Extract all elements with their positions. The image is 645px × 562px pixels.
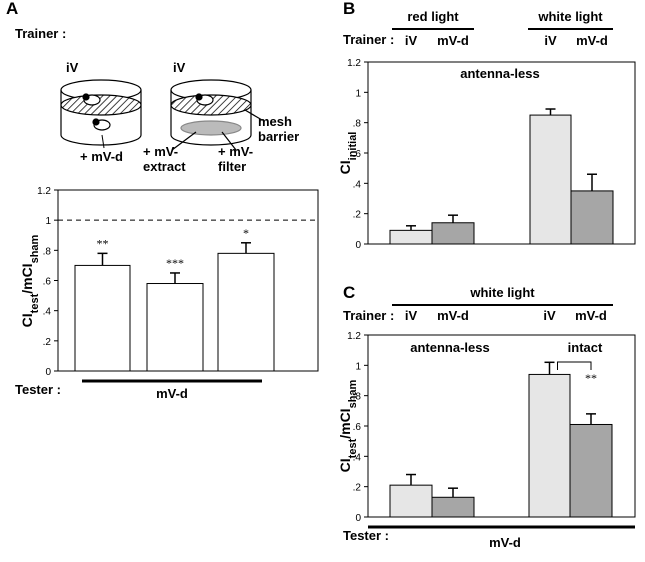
y-tick-label: .4: [43, 307, 52, 318]
condition-label: + mV-: [218, 144, 253, 159]
trainer-label: Trainer :: [343, 32, 394, 47]
y-tick-label: 0: [355, 240, 361, 251]
group-label: white light: [469, 285, 535, 300]
bar: [389, 484, 433, 518]
tester-label: Tester :: [343, 528, 389, 543]
trainer-label: Trainer :: [15, 26, 66, 41]
y-axis-label-part: sham: [29, 234, 41, 263]
trainer-chamber: [170, 79, 263, 151]
condition-label: + mV-: [143, 144, 178, 159]
trainer: iV: [173, 60, 186, 75]
y-tick-label: .2: [353, 210, 362, 221]
y-tick-label: .4: [353, 179, 362, 190]
y-tick-label: .4: [353, 452, 362, 463]
y-tick-label: .8: [43, 246, 52, 257]
group-label: white light: [537, 9, 603, 24]
y-tick-label: .8: [353, 119, 362, 130]
tester: mV-d: [489, 535, 521, 550]
pointer: [101, 134, 105, 149]
bar: [74, 264, 131, 372]
y-axis-label-part: /mCI: [19, 263, 35, 293]
bar: [217, 252, 275, 372]
y-axis-label: CIinitial: [337, 132, 359, 175]
significance: ***: [166, 256, 184, 270]
condition-label: + mV-d: [80, 149, 123, 164]
x-tick-label: mV-d: [437, 308, 469, 323]
y-tick-label: .8: [353, 392, 362, 403]
y-axis-label-part: CI: [337, 160, 353, 174]
y-tick-label: 1: [45, 216, 51, 227]
x-tick-label: iV: [405, 33, 418, 48]
y-axis-label: CItest/mCIsham: [337, 379, 359, 472]
y-tick-label: 0: [355, 513, 361, 524]
y-axis-label-part: CI: [19, 313, 35, 327]
y-tick-label: 1.2: [347, 331, 361, 342]
bar: [528, 373, 571, 518]
annotation: antenna-less: [460, 66, 539, 81]
bar: [431, 496, 475, 518]
y-axis-label-part: test: [29, 293, 41, 313]
bar: [146, 283, 204, 372]
bar: [569, 423, 613, 518]
condition-label: filter: [218, 159, 246, 174]
x-tick-label: mV-d: [437, 33, 469, 48]
condition-label: extract: [143, 159, 186, 174]
x-tick-label: iV: [543, 308, 556, 323]
y-axis-label-part: CI: [337, 458, 353, 472]
bar: [570, 190, 614, 245]
trainer-chamber: [60, 79, 142, 146]
annotation: intact: [568, 340, 603, 355]
panel-label: C: [343, 283, 355, 302]
y-axis-label-part: initial: [347, 132, 359, 161]
x-tick-label: iV: [405, 308, 418, 323]
y-tick-label: .2: [353, 483, 362, 494]
y-axis-label-part: sham: [347, 379, 359, 408]
x-tick-label: iV: [544, 33, 557, 48]
significance: **: [97, 236, 109, 250]
y-tick-label: .6: [353, 422, 362, 433]
x-tick-label: mV-d: [575, 308, 607, 323]
bar: [389, 229, 433, 245]
tester-label: Tester :: [15, 382, 61, 397]
panel-label: A: [6, 0, 18, 18]
bar: [529, 114, 572, 245]
bar: [431, 222, 475, 245]
x-tick-label: mV-d: [576, 33, 608, 48]
y-tick-label: .6: [353, 149, 362, 160]
y-tick-label: 1: [355, 361, 361, 372]
panel-label: B: [343, 0, 355, 18]
y-axis-label-part: test: [347, 438, 359, 458]
y-axis-label-part: /mCI: [337, 408, 353, 438]
barrier-label: mesh: [258, 114, 292, 129]
annotation: antenna-less: [410, 340, 489, 355]
y-tick-label: 1.2: [37, 186, 51, 197]
significance: **: [585, 371, 597, 385]
barrier-label: barrier: [258, 129, 299, 144]
y-axis-label: CItest/mCIsham: [19, 234, 41, 327]
trainer: iV: [66, 60, 79, 75]
y-tick-label: .6: [43, 277, 52, 288]
y-tick-label: 1.2: [347, 58, 361, 69]
significance-bracket: [557, 361, 592, 370]
y-tick-label: 0: [45, 367, 51, 378]
tester: mV-d: [156, 386, 188, 401]
y-tick-label: .2: [43, 337, 52, 348]
significance: *: [243, 226, 249, 240]
group-label: red light: [407, 9, 459, 24]
y-tick-label: 1: [355, 88, 361, 99]
trainer-label: Trainer :: [343, 308, 394, 323]
